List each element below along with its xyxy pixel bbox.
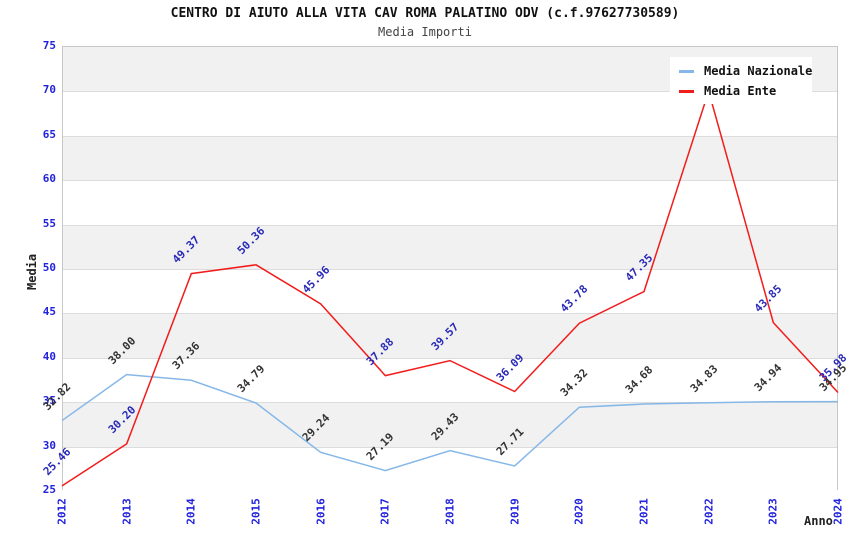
grid-band (63, 180, 837, 225)
legend-item-nazionale: Media Nazionale (670, 61, 812, 81)
x-tick-label: 2012 (55, 498, 69, 525)
x-tick-label: 2013 (120, 498, 134, 525)
x-tick-label: 2016 (314, 498, 328, 525)
legend-label-ente: Media Ente (704, 84, 777, 98)
chart-subtitle: Media Importi (378, 25, 472, 39)
y-tick-label: 75 (42, 39, 56, 52)
y-tick-label: 35 (42, 394, 56, 408)
x-tick-label: 2015 (249, 498, 263, 525)
y-tick-label: 60 (42, 172, 56, 186)
legend-item-ente: Media Ente (670, 81, 812, 101)
x-tick-label: 2014 (184, 498, 198, 525)
y-tick-label: 50 (42, 261, 56, 274)
y-tick-label: 65 (42, 127, 56, 141)
x-tick-label: 2023 (766, 498, 780, 525)
chart-title: CENTRO DI AIUTO ALLA VITA CAV ROMA PALAT… (170, 6, 680, 21)
x-tick-label: 2021 (637, 498, 651, 525)
x-tick-label: 2020 (572, 498, 586, 525)
grid-band (63, 446, 837, 491)
y-tick-label: 45 (42, 305, 56, 319)
grid-band (63, 269, 837, 314)
y-tick-label: 25 (42, 483, 56, 496)
y-tick-label: 40 (42, 349, 56, 363)
x-tick-label: 2024 (831, 498, 845, 525)
x-tick-label: 2017 (378, 498, 392, 525)
legend: Media Nazionale Media Ente (670, 57, 812, 104)
grid-band (63, 135, 837, 181)
ente-line-swatch-icon (679, 89, 694, 93)
y-tick-label: 30 (42, 438, 56, 452)
x-tick-label: 2022 (702, 498, 716, 525)
x-tick-label: 2018 (443, 498, 457, 525)
y-tick-label: 70 (42, 83, 56, 97)
y-tick-label: 55 (42, 216, 56, 230)
x-tick-label: 2019 (508, 498, 522, 525)
legend-label-nazionale: Media Nazionale (704, 64, 813, 78)
nazionale-line-swatch-icon (679, 69, 694, 73)
x-axis-title: Anno (804, 514, 833, 528)
